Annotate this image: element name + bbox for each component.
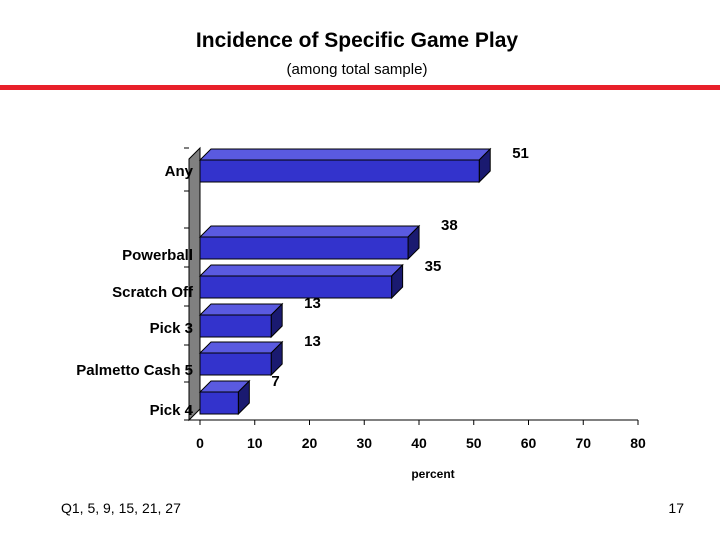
slide-subtitle: (among total sample) bbox=[286, 61, 428, 78]
value-label: 38 bbox=[441, 217, 458, 234]
category-label: Powerball bbox=[122, 247, 193, 264]
title-divider bbox=[0, 85, 720, 90]
bar-top-face bbox=[198, 341, 284, 354]
x-tick-label: 60 bbox=[521, 435, 537, 451]
x-tick-label: 10 bbox=[247, 435, 263, 451]
x-tick-label: 70 bbox=[575, 435, 591, 451]
bar-top-face bbox=[198, 303, 284, 316]
bar bbox=[199, 236, 409, 260]
question-reference: Q1, 5, 9, 15, 21, 27 bbox=[61, 500, 181, 516]
value-label: 13 bbox=[304, 295, 321, 312]
bar bbox=[199, 391, 239, 415]
value-label: 35 bbox=[425, 258, 442, 275]
x-tick-label: 50 bbox=[466, 435, 482, 451]
slide-title: Incidence of Specific Game Play bbox=[195, 29, 519, 52]
category-label: Scratch Off bbox=[112, 284, 194, 301]
bar-top-face bbox=[198, 264, 404, 277]
category-label: Pick 4 bbox=[150, 402, 194, 419]
bar bbox=[199, 275, 393, 299]
x-axis-title: percent bbox=[411, 467, 454, 481]
x-tick-label: 40 bbox=[411, 435, 427, 451]
bar bbox=[199, 159, 480, 183]
x-tick-label: 20 bbox=[302, 435, 318, 451]
value-label: 7 bbox=[271, 373, 279, 390]
category-label: Any bbox=[165, 163, 194, 180]
bar-top-face bbox=[198, 148, 492, 161]
x-tick-label: 80 bbox=[630, 435, 646, 451]
value-label: 13 bbox=[304, 333, 321, 350]
bar bbox=[199, 352, 272, 376]
bar bbox=[199, 314, 272, 338]
x-tick-label: 30 bbox=[356, 435, 372, 451]
category-label: Pick 3 bbox=[150, 320, 193, 337]
x-tick-label: 0 bbox=[196, 435, 204, 451]
bar-top-face bbox=[198, 225, 421, 238]
page-number: 17 bbox=[668, 500, 684, 516]
category-label: Palmetto Cash 5 bbox=[76, 362, 193, 379]
value-label: 51 bbox=[512, 145, 529, 162]
